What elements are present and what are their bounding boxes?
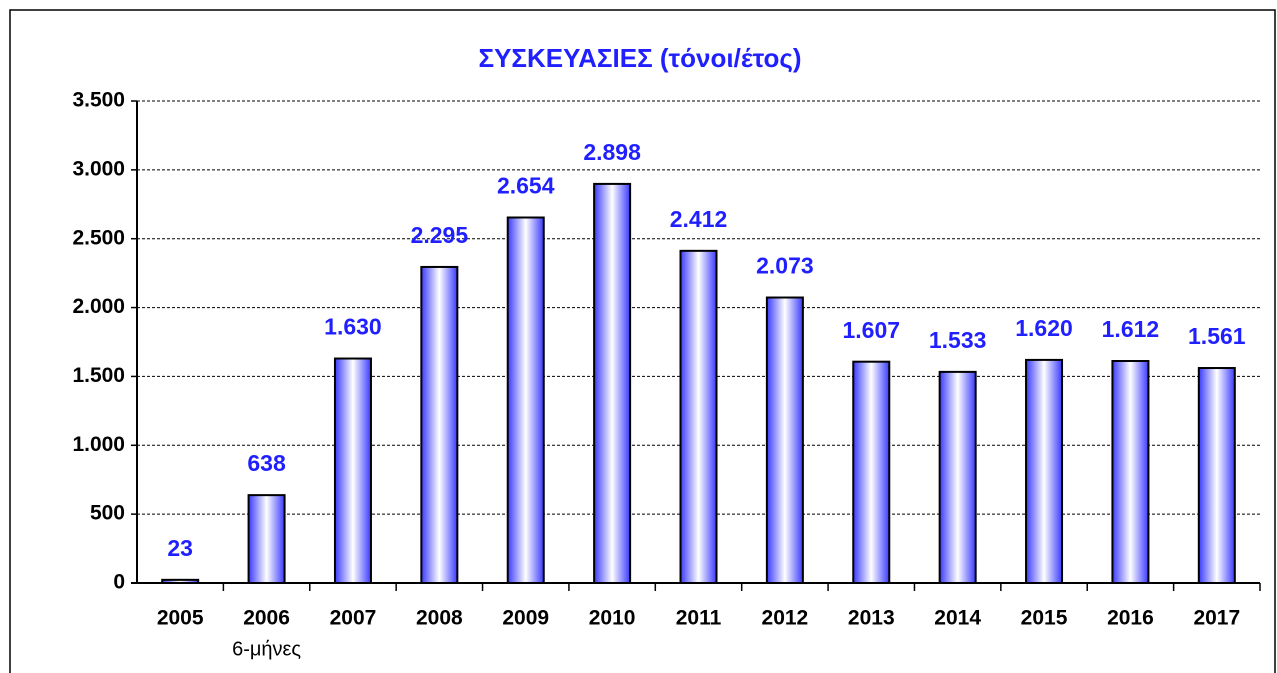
y-tick-label: 2.500: [72, 226, 125, 249]
chart-title: ΣΥΣΚΕΥΑΣΙΕΣ (τόνοι/έτος): [478, 43, 801, 73]
bar: [679, 249, 718, 585]
bar: [593, 182, 632, 585]
value-label: 1.612: [1102, 316, 1160, 342]
value-label: 1.630: [324, 314, 382, 340]
x-tick-label: 2012: [762, 607, 809, 630]
x-tick-label: 2009: [502, 607, 549, 630]
x-tick-label: 2013: [848, 607, 895, 630]
y-tick-label: 500: [90, 502, 125, 525]
x-tick-label: 2011: [676, 607, 722, 630]
value-label: 2.295: [411, 222, 469, 248]
value-label: 638: [247, 450, 286, 476]
x-tick-label: 2014: [934, 607, 981, 630]
y-tick-label: 0: [113, 571, 125, 594]
x-tick-label: 2016: [1107, 607, 1154, 630]
y-tick-label: 3.500: [72, 89, 125, 112]
bar: [938, 370, 977, 584]
bar: [506, 216, 545, 584]
value-label: 1.620: [1015, 315, 1073, 341]
bar: [333, 357, 372, 585]
x-tick-label: 2008: [416, 607, 463, 630]
bar: [247, 494, 286, 584]
y-tick-label: 3.000: [72, 157, 125, 180]
bar: [1025, 358, 1064, 584]
value-label: 1.607: [842, 317, 900, 343]
chart-frame: [9, 9, 1276, 673]
x-tick-label: 2006: [243, 607, 290, 630]
bar: [420, 265, 459, 584]
bar: [1111, 360, 1150, 584]
value-label: 23: [167, 535, 193, 561]
value-label: 1.561: [1188, 323, 1246, 349]
x-tick-label: 2017: [1193, 607, 1240, 630]
value-label: 2.073: [756, 253, 814, 279]
y-tick-label: 1.000: [72, 433, 125, 456]
value-label: 1.533: [929, 327, 987, 353]
value-label: 2.412: [670, 206, 728, 232]
y-tick-label: 2.000: [72, 295, 125, 318]
y-tick-label: 1.500: [72, 364, 125, 387]
bar: [1197, 367, 1236, 585]
value-label: 2.898: [583, 139, 641, 165]
bar: [852, 360, 891, 584]
value-label: 2.654: [497, 173, 555, 199]
bar: [765, 296, 804, 584]
category-note: 6-μήνες: [232, 638, 301, 660]
x-tick-label: 2015: [1021, 607, 1068, 630]
x-tick-label: 2010: [589, 607, 636, 630]
x-tick-label: 2005: [157, 607, 204, 630]
x-tick-label: 2007: [330, 607, 377, 630]
